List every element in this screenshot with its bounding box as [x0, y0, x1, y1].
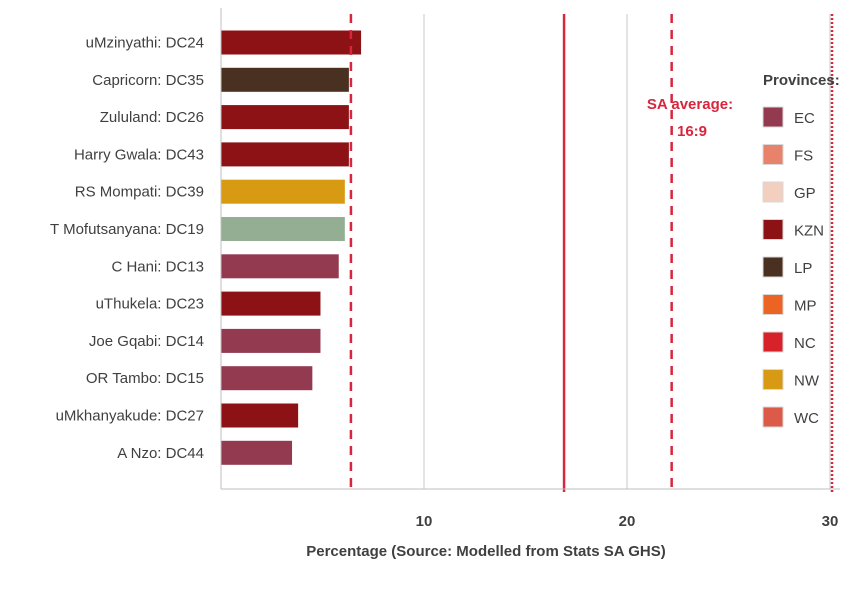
- legend-item: EC: [762, 106, 815, 128]
- legend-swatch: [762, 144, 784, 165]
- bar: [221, 366, 313, 391]
- legend-swatch: [762, 331, 784, 353]
- legend-label: GP: [794, 185, 816, 202]
- bar: [221, 105, 349, 130]
- legend-label: FS: [794, 148, 813, 165]
- legend-label: MP: [794, 298, 817, 315]
- legend-label: KZN: [794, 223, 824, 240]
- category-label: Joe Gqabi: DC14: [89, 333, 204, 350]
- legend-item: WC: [762, 406, 819, 428]
- category-label: OR Tambo: DC15: [86, 370, 204, 387]
- x-tick-label: 10: [416, 513, 433, 530]
- category-label: Harry Gwala: DC43: [74, 146, 204, 163]
- bar: [221, 403, 299, 428]
- legend-swatch: [762, 106, 784, 128]
- bar: [221, 254, 339, 279]
- annotation-line-1: SA average:: [647, 96, 733, 113]
- bars: [221, 30, 362, 465]
- category-label: T Mofutsanyana: DC19: [50, 221, 204, 238]
- x-tick-label: 30: [822, 513, 839, 530]
- bar: [221, 179, 345, 204]
- x-axis-title: Percentage (Source: Modelled from Stats …: [306, 543, 666, 560]
- annotation-line-2: 16:9: [677, 123, 707, 140]
- legend-swatch: [762, 181, 784, 203]
- bar: [221, 291, 321, 316]
- legend: Provinces: EC FS GP KZN LP MP NC NW WC: [762, 72, 840, 428]
- category-label: uMzinyathi: DC24: [86, 35, 204, 52]
- x-tick-label: 20: [619, 513, 636, 530]
- category-label: C Hani: DC13: [111, 258, 204, 275]
- category-labels: uMzinyathi: DC24 Capricorn: DC35 Zululand:…: [50, 35, 204, 462]
- legend-label: NW: [794, 373, 820, 390]
- category-label: Zululand: DC26: [100, 109, 204, 126]
- legend-item: LP: [762, 256, 812, 278]
- bar: [221, 30, 362, 55]
- legend-label: EC: [794, 110, 815, 127]
- legend-label: WC: [794, 410, 819, 427]
- legend-swatch: [762, 256, 784, 278]
- legend-swatch: [762, 219, 784, 240]
- legend-item: KZN: [762, 219, 824, 240]
- legend-swatch: [762, 369, 784, 390]
- axes: [220, 8, 840, 490]
- category-label: uThukela: DC23: [96, 296, 204, 313]
- category-label: Capricorn: DC35: [92, 72, 204, 89]
- reference-lines: [349, 14, 834, 492]
- legend-title: Provinces:: [763, 72, 840, 89]
- bar: [221, 440, 293, 465]
- legend-item: NC: [762, 331, 816, 353]
- legend-item: FS: [762, 144, 813, 165]
- gridlines: [423, 14, 831, 489]
- legend-item: GP: [762, 181, 816, 203]
- bar: [221, 328, 321, 353]
- legend-item: MP: [762, 294, 817, 315]
- category-label: A Nzo: DC44: [117, 445, 204, 462]
- bar: [221, 217, 345, 241]
- legend-swatch: [762, 406, 784, 428]
- x-tick-labels: 10 20 30: [416, 513, 839, 530]
- bar: [221, 67, 349, 92]
- legend-label: LP: [794, 260, 812, 277]
- legend-item: NW: [762, 369, 820, 390]
- category-label: uMkhanyakude: DC27: [56, 408, 204, 425]
- category-label: RS Mompati: DC39: [75, 184, 204, 201]
- bar: [221, 142, 349, 167]
- legend-items: EC FS GP KZN LP MP NC NW WC: [762, 106, 824, 428]
- legend-label: NC: [794, 335, 816, 352]
- legend-swatch: [762, 294, 784, 315]
